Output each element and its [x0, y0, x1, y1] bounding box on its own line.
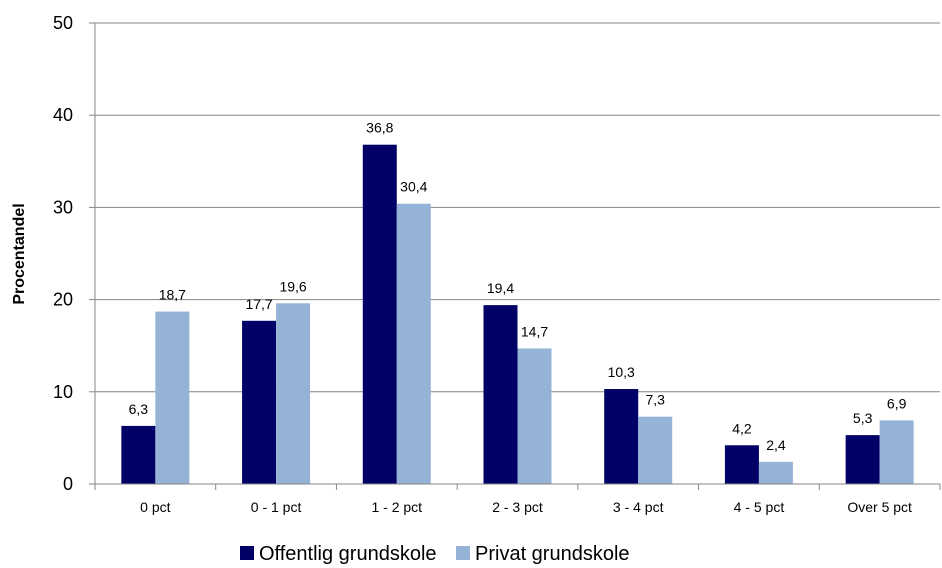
data-label: 19,4 — [487, 280, 514, 296]
y-axis-title: Procentandel — [11, 203, 28, 304]
y-tick-labels: 0 10 20 30 40 50 — [53, 13, 95, 494]
data-label: 10,3 — [608, 364, 635, 380]
data-label: 7,3 — [645, 392, 665, 408]
y-tick-label: 40 — [53, 105, 73, 125]
data-labels: 6,3 18,7 17,7 19,6 36,8 30,4 19,4 14,7 10,3 7,3 4,… — [129, 120, 907, 453]
bar-privat — [517, 348, 552, 484]
x-tick-label: 3 - 4 pct — [613, 499, 664, 515]
y-tick-label: 50 — [53, 13, 73, 33]
bar-offentlig — [121, 425, 156, 484]
bar-offentlig — [845, 435, 880, 484]
bar-offentlig — [483, 305, 518, 484]
legend-label-offentlig: Offentlig grundskole — [259, 543, 437, 565]
data-label: 30,4 — [400, 179, 427, 195]
bar-privat — [879, 420, 914, 484]
bar-privat — [276, 303, 311, 484]
y-tick-label: 10 — [53, 382, 73, 402]
data-label: 17,7 — [245, 296, 272, 312]
y-tick-label: 20 — [53, 290, 73, 310]
gridlines — [95, 22, 940, 393]
bar-privat — [155, 311, 190, 484]
x-tick-labels: 0 pct 0 - 1 pct 1 - 2 pct 2 - 3 pct 3 - 4 pc… — [140, 499, 912, 515]
x-tick-label: 1 - 2 pct — [371, 499, 422, 515]
x-tick-label: 2 - 3 pct — [492, 499, 543, 515]
bar-privat — [638, 416, 673, 484]
y-tick-label: 30 — [53, 197, 73, 217]
legend-swatch-offentlig — [240, 546, 254, 560]
data-label: 6,9 — [887, 395, 907, 411]
data-label: 4,2 — [732, 420, 752, 436]
data-label: 18,7 — [159, 287, 186, 303]
axes — [94, 23, 941, 490]
y-tick-label: 0 — [63, 474, 73, 494]
bar-offentlig — [242, 320, 277, 484]
bar-offentlig — [362, 144, 397, 485]
data-label: 36,8 — [366, 120, 393, 136]
legend-label-privat: Privat grundskole — [475, 543, 630, 565]
bar-offentlig — [604, 389, 639, 484]
bar-offentlig — [724, 445, 759, 484]
data-label: 6,3 — [129, 401, 149, 417]
bar-privat — [396, 203, 431, 484]
legend-swatch-privat — [456, 546, 470, 560]
x-tick-label: Over 5 pct — [847, 499, 912, 515]
data-label: 5,3 — [853, 410, 873, 426]
x-tick-label: 0 - 1 pct — [251, 499, 302, 515]
legend: Offentlig grundskole Privat grundskole — [240, 543, 630, 565]
data-label: 14,7 — [521, 323, 548, 339]
x-tick-label: 4 - 5 pct — [734, 499, 785, 515]
bars — [121, 144, 914, 485]
data-label: 2,4 — [766, 437, 786, 453]
bar-privat — [758, 461, 793, 484]
x-tick-label: 0 pct — [140, 499, 170, 515]
data-label: 19,6 — [279, 278, 306, 294]
